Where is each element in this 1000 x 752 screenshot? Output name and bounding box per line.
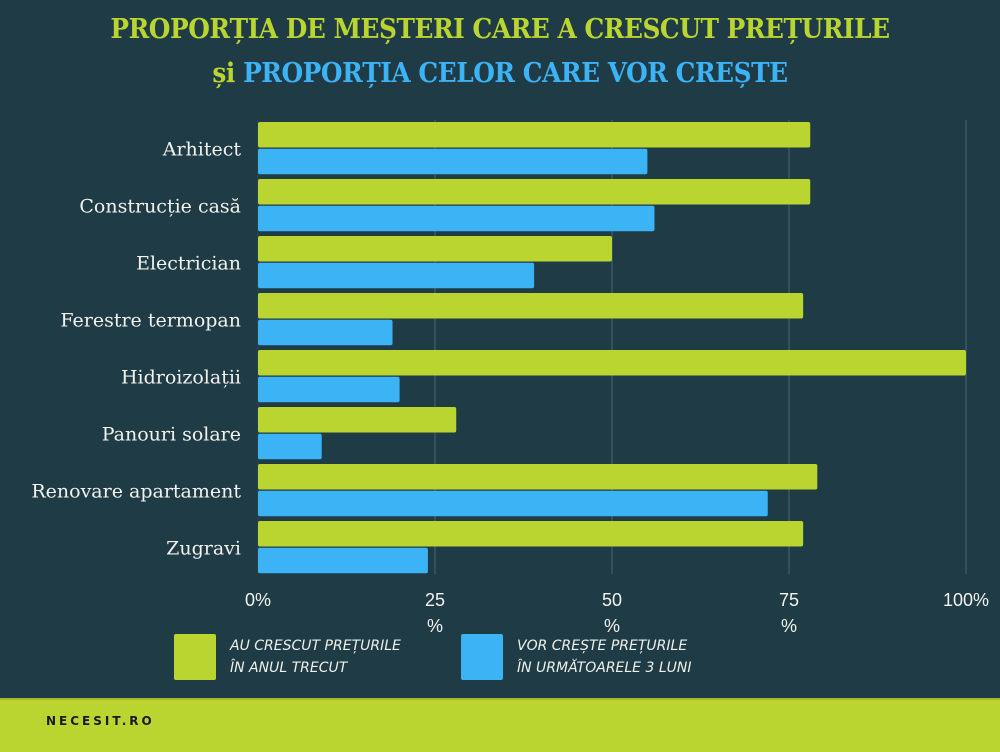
x-tick-label: 100%	[943, 590, 989, 610]
bar-green	[258, 122, 811, 148]
chart-title-main: PROPORȚIA CELOR CARE VOR CREȘTE	[243, 58, 788, 89]
category-label: Panouri solare	[102, 424, 241, 446]
category-label: Electrician	[136, 253, 241, 275]
legend-label-line2: ÎN URMĂTOARELE 3 LUNI	[517, 660, 692, 676]
bar-blue	[258, 376, 400, 403]
category-label: Zugravi	[166, 538, 241, 560]
legend-label-line1: VOR CREȘTE PREȚURILE	[517, 638, 688, 654]
x-tick-label: 0%	[245, 590, 271, 610]
legend-item-green: AU CRESCUT PREȚURILE ÎN ANUL TRECUT	[174, 632, 401, 682]
category-label: Renovare apartament	[31, 481, 241, 503]
category-label: Ferestre termopan	[60, 310, 241, 332]
bars	[258, 122, 966, 574]
bar-blue	[258, 433, 322, 460]
bar-blue	[258, 319, 393, 346]
chart-title-line1: PROPORȚIA DE MEȘTERI CARE A CRESCUT PREȚ…	[110, 14, 890, 45]
bar-chart: Arhitect Construcție casă Electrician Feres…	[31, 120, 989, 636]
bar-blue	[258, 490, 768, 517]
bar-green	[258, 236, 612, 262]
x-tick-label: 75%	[779, 590, 799, 636]
bar-blue	[258, 148, 648, 175]
category-label: Construcție casă	[79, 196, 241, 218]
bar-green	[258, 407, 457, 433]
category-label: Hidroizolații	[121, 367, 241, 389]
chart-title-prefix: și	[212, 58, 235, 89]
legend-item-blue: VOR CREȘTE PREȚURILE ÎN URMĂTOARELE 3 LU…	[461, 632, 692, 682]
bar-blue	[258, 205, 655, 232]
category-labels: Arhitect Construcție casă Electrician Feres…	[31, 139, 241, 560]
legend-label-line1: AU CRESCUT PREȚURILE	[230, 638, 401, 654]
bar-green	[258, 521, 804, 547]
x-axis-ticks: 0% 25 % 50 % 75 % 100%	[245, 590, 989, 636]
legend-swatch-green	[174, 634, 216, 680]
bar-green	[258, 179, 811, 205]
category-label: Arhitect	[162, 139, 242, 161]
legend-swatch-blue	[461, 634, 503, 680]
x-tick-label: 50%	[602, 590, 622, 636]
bar-blue	[258, 262, 535, 289]
bar-blue	[258, 547, 428, 574]
legend-label-line2: ÎN ANUL TRECUT	[230, 660, 348, 676]
x-tick-label: 25%	[425, 590, 445, 636]
bar-green	[258, 350, 966, 376]
chart-title-line2: și PROPORȚIA CELOR CARE VOR CREȘTE	[40, 58, 960, 89]
footer-bar: NECESIT.RO	[0, 698, 1000, 752]
bar-green	[258, 293, 804, 319]
brand-logo-text: NECESIT.RO	[46, 714, 155, 728]
bar-green	[258, 464, 818, 490]
